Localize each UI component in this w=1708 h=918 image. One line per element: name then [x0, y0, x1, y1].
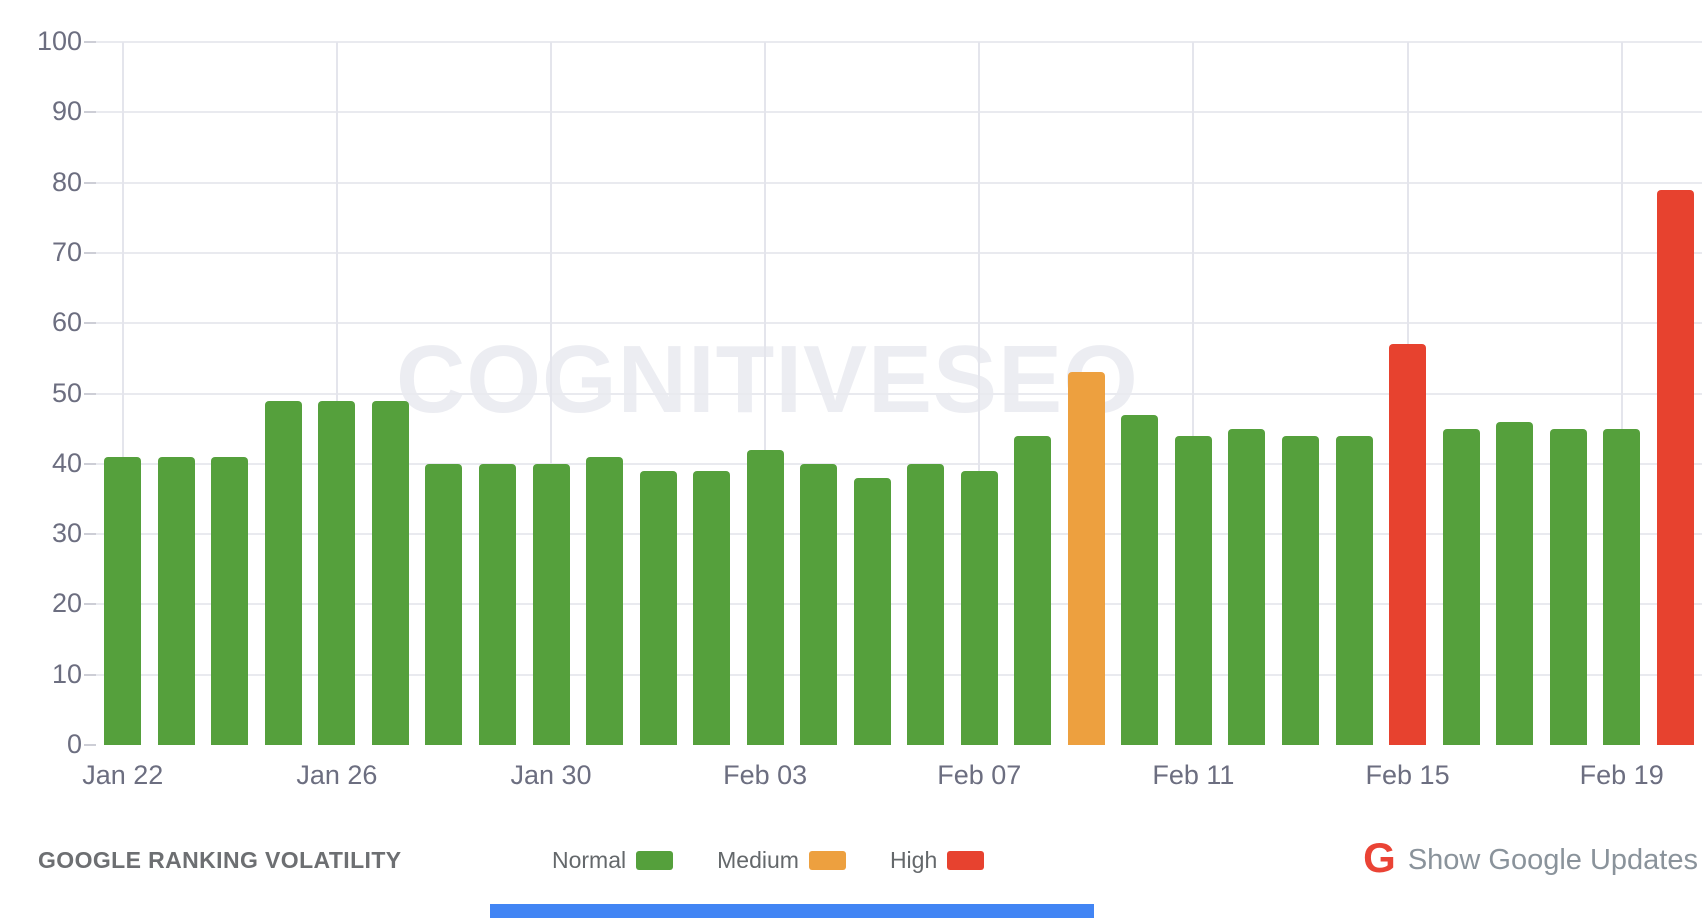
volatility-bar[interactable] — [157, 456, 195, 745]
y-gridline — [96, 462, 1702, 465]
x-axis-label: Feb 11 — [1152, 760, 1235, 790]
y-axis-label: 20 — [51, 588, 82, 619]
y-gridline — [96, 322, 1702, 325]
y-axis-label: 80 — [51, 166, 82, 197]
volatility-bar[interactable] — [1174, 435, 1212, 745]
y-tick — [84, 251, 96, 254]
y-axis-label: 10 — [51, 658, 82, 689]
y-axis-label: 40 — [51, 447, 82, 478]
legend-label-medium: Medium — [717, 846, 799, 873]
chart-title: GOOGLE RANKING VOLATILITY — [38, 846, 402, 873]
x-axis-label: Feb 03 — [723, 760, 808, 790]
y-tick — [84, 181, 96, 184]
x-gridline — [1620, 42, 1623, 745]
volatility-bar[interactable] — [907, 463, 945, 745]
y-gridline — [96, 392, 1702, 395]
y-tick — [84, 603, 96, 606]
y-axis-label: 0 — [66, 729, 82, 759]
y-axis-label: 70 — [51, 236, 82, 267]
x-gridline — [978, 42, 981, 745]
plot-area: COGNITIVESEO 0 10 20 30 40 50 60 70 80 90 100 — [37, 26, 1702, 759]
chart-footer: GOOGLE RANKING VOLATILITY Normal Medium … — [0, 834, 1708, 882]
show-google-updates-label: Show Google Updates — [1407, 843, 1698, 876]
y-axis-label: 90 — [51, 96, 82, 127]
volatility-bar[interactable] — [1389, 344, 1427, 745]
volatility-bar[interactable] — [104, 456, 142, 745]
y-tick — [84, 111, 96, 114]
x-axis-label: Feb 19 — [1579, 760, 1664, 790]
volatility-bar[interactable] — [586, 456, 624, 745]
y-axis-label: 60 — [51, 307, 82, 338]
legend-swatch-high — [947, 850, 985, 870]
legend-item-medium: Medium — [717, 847, 846, 874]
volatility-bar[interactable] — [853, 477, 891, 745]
legend-label-normal: Normal — [552, 846, 627, 873]
x-axis-label: Feb 15 — [1365, 760, 1450, 790]
y-tick — [84, 41, 96, 43]
volatility-bar[interactable] — [532, 463, 570, 745]
legend-item-normal: Normal — [552, 846, 674, 874]
x-gridline — [764, 42, 767, 745]
y-tick — [84, 744, 96, 746]
y-gridline — [96, 251, 1702, 254]
y-gridline — [96, 111, 1702, 114]
volatility-bar[interactable] — [1335, 435, 1373, 745]
x-gridline — [335, 42, 338, 745]
y-tick — [84, 673, 96, 676]
y-gridline — [96, 533, 1702, 536]
volatility-bar[interactable] — [960, 470, 998, 745]
x-axis-label: Jan 22 — [82, 760, 164, 790]
y-gridline — [96, 41, 1702, 43]
volatility-bar[interactable] — [1603, 428, 1641, 745]
volatility-bar[interactable] — [1496, 421, 1534, 745]
volatility-bar[interactable] — [479, 463, 516, 745]
volatility-bar[interactable] — [318, 400, 356, 745]
volatility-bar[interactable] — [425, 463, 463, 745]
legend-label-high: High — [889, 846, 938, 873]
volatility-bar[interactable] — [211, 456, 249, 745]
x-axis-label: Feb 07 — [937, 760, 1022, 790]
y-gridline — [96, 181, 1702, 184]
y-axis-label: 100 — [36, 26, 82, 56]
show-google-updates-button[interactable]: G Show Google Updates — [1363, 834, 1698, 882]
legend: Normal Medium High — [552, 838, 1014, 882]
bottom-accent-bar — [490, 904, 1094, 918]
volatility-bar[interactable] — [1282, 435, 1319, 745]
x-gridline — [550, 42, 553, 745]
x-axis-label: Jan 26 — [296, 760, 378, 790]
x-axis-label: Jan 30 — [510, 760, 592, 790]
y-gridline — [96, 673, 1702, 676]
legend-swatch-medium — [808, 850, 846, 870]
y-gridline — [96, 603, 1702, 606]
y-tick — [84, 462, 96, 465]
x-gridline — [1192, 42, 1195, 745]
legend-swatch-normal — [636, 850, 674, 870]
volatility-bar[interactable] — [1442, 428, 1480, 745]
volatility-bar[interactable] — [693, 470, 731, 745]
google-g-icon: G — [1363, 834, 1396, 881]
volatility-bar[interactable] — [1656, 189, 1694, 745]
y-tick — [84, 322, 96, 325]
volatility-bar[interactable] — [371, 400, 409, 745]
x-gridline — [121, 42, 124, 745]
volatility-bar[interactable] — [1067, 372, 1105, 745]
y-axis-label: 50 — [51, 377, 82, 408]
volatility-bar[interactable] — [639, 470, 677, 745]
volatility-bar[interactable] — [264, 400, 302, 745]
cognitiveseo-watermark: COGNITIVESEO — [396, 326, 1139, 433]
y-tick — [84, 392, 96, 395]
volatility-bar[interactable] — [1121, 414, 1159, 745]
y-tick — [84, 533, 96, 536]
volatility-bar[interactable] — [1014, 435, 1052, 745]
y-axis-label: 30 — [51, 518, 82, 549]
volatility-bar[interactable] — [800, 463, 838, 745]
legend-item-high: High — [889, 846, 985, 874]
volatility-bar[interactable] — [1549, 428, 1587, 745]
volatility-bar[interactable] — [746, 449, 784, 745]
volatility-bar[interactable] — [1228, 428, 1266, 745]
